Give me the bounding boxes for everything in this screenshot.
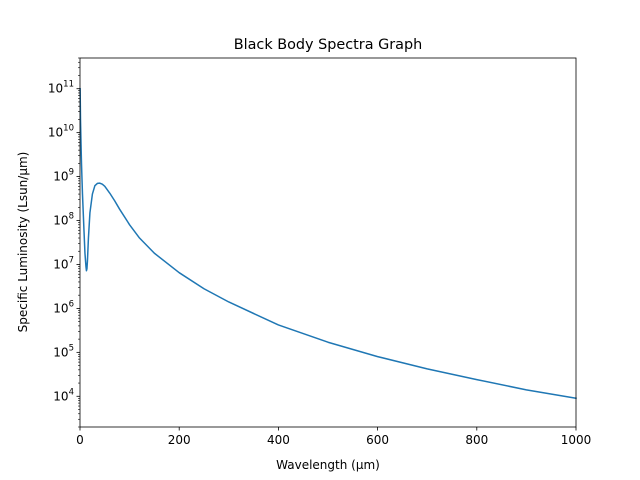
y-tick-label: 109	[53, 168, 74, 184]
chart-title: Black Body Spectra Graph	[234, 37, 423, 53]
series-line-0	[79, 87, 577, 400]
y-axis-label: Specific Luminosity (Lsun/μm)	[16, 152, 30, 333]
axes-frame	[79, 57, 577, 428]
plot-area	[79, 87, 577, 400]
x-tick-label: 0	[76, 433, 84, 447]
x-axis-label: Wavelength (μm)	[276, 458, 380, 472]
x-tick-label: 800	[465, 433, 488, 447]
x-tick-label: 600	[366, 433, 389, 447]
y-tick-label: 104	[53, 387, 74, 403]
y-tick-label: 106	[53, 299, 74, 315]
x-tick-label: 400	[267, 433, 290, 447]
y-tick-label: 1011	[48, 80, 74, 96]
x-tick-label: 1000	[561, 433, 592, 447]
y-axis: 104 105 106 107 108 109 1010 1011	[48, 57, 80, 428]
y-tick-label: 1010	[48, 124, 74, 140]
y-tick-label: 105	[53, 343, 74, 359]
y-tick-label: 108	[53, 212, 74, 228]
x-axis: 0 200 400 600 800 1000	[76, 427, 591, 447]
x-tick-label: 200	[168, 433, 191, 447]
y-tick-label: 107	[53, 255, 74, 271]
